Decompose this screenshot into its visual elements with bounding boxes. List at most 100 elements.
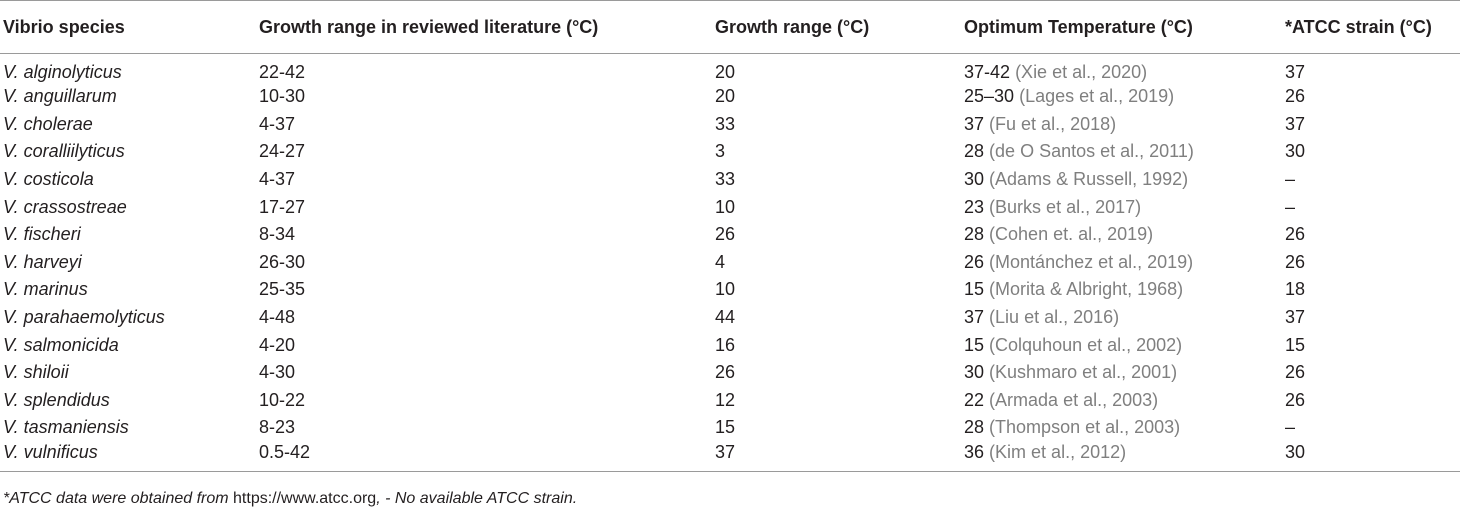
literature-range-cell: 4-30 xyxy=(259,362,296,383)
optimum-reference[interactable]: (Morita & Albright, 1968) xyxy=(989,279,1184,300)
literature-range-cell: 4-48 xyxy=(259,307,296,328)
optimum-temperature-cell: 30 (Kushmaro et al., 2001) xyxy=(961,359,1282,387)
header-literature-range: Growth range in reviewed literature (°C) xyxy=(256,0,712,54)
species-cell: V. harveyi xyxy=(3,251,82,272)
optimum-value: 28 xyxy=(964,224,985,245)
optimum-reference[interactable]: (Montánchez et al., 2019) xyxy=(989,251,1194,272)
atcc-strain-cell: 30 xyxy=(1285,141,1306,162)
optimum-value: 23 xyxy=(964,196,985,217)
optimum-reference[interactable]: (Armada et al., 2003) xyxy=(989,389,1159,410)
table-footnote: *ATCC data were obtained from https://ww… xyxy=(3,490,577,508)
table-row: V. marinus 25-35 10 15 (Morita & Albright, … xyxy=(0,276,1460,304)
atcc-strain-cell: 30 xyxy=(1282,441,1460,472)
growth-range-cell: 37 xyxy=(712,441,961,472)
optimum-value: 28 xyxy=(964,141,985,162)
species-cell: V. vulnificus xyxy=(0,441,256,472)
literature-range-cell: 4-20 xyxy=(259,334,296,355)
optimum-value: 30 xyxy=(964,362,985,383)
optimum-temperature-cell: 37-42 (Xie et al., 2020) xyxy=(961,54,1282,84)
optimum-value: 15 xyxy=(964,334,985,355)
table-row: V. tasmaniensis 8-23 15 28 (Thompson et al.… xyxy=(0,414,1460,442)
growth-range-cell: 26 xyxy=(715,224,736,245)
optimum-reference[interactable]: (Lages et al., 2019) xyxy=(1019,86,1175,107)
optimum-value: 37 xyxy=(964,307,985,328)
growth-range-cell: 26 xyxy=(715,362,736,383)
optimum-reference[interactable]: (Cohen et. al., 2019) xyxy=(989,224,1154,245)
species-cell: V. marinus xyxy=(3,279,88,300)
optimum-reference[interactable]: (Colquhoun et al., 2002) xyxy=(989,334,1183,355)
growth-range-cell: 4 xyxy=(715,251,726,272)
growth-range-cell: 44 xyxy=(715,307,736,328)
optimum-temperature-cell: 15 (Colquhoun et al., 2002) xyxy=(961,331,1282,359)
optimum-reference[interactable]: (Burks et al., 2017) xyxy=(989,196,1142,217)
optimum-temperature-cell: 28 (Cohen et. al., 2019) xyxy=(961,221,1282,249)
growth-range-cell: 16 xyxy=(715,334,736,355)
literature-range-cell: 24-27 xyxy=(259,141,306,162)
optimum-reference[interactable]: (Kushmaro et al., 2001) xyxy=(989,362,1178,383)
optimum-value: 30 xyxy=(964,169,985,190)
growth-range-cell: 33 xyxy=(715,113,736,134)
literature-range-cell: 8-34 xyxy=(259,224,296,245)
literature-range-cell: 10-30 xyxy=(259,86,306,107)
atcc-strain-cell: 26 xyxy=(1285,389,1306,410)
atcc-strain-cell: 37 xyxy=(1285,62,1306,82)
optimum-temperature-cell: 28 (Thompson et al., 2003) xyxy=(961,414,1282,442)
optimum-reference[interactable]: (Fu et al., 2018) xyxy=(989,113,1117,134)
optimum-value: 26 xyxy=(964,251,985,272)
optimum-reference[interactable]: (Thompson et al., 2003) xyxy=(989,417,1181,438)
growth-range-cell: 10 xyxy=(715,279,736,300)
species-cell: V. fischeri xyxy=(3,224,81,245)
optimum-reference[interactable]: (de O Santos et al., 2011) xyxy=(989,141,1194,162)
species-cell: V. salmonicida xyxy=(3,334,119,355)
footnote-link[interactable]: https://www.atcc.org xyxy=(233,490,377,507)
optimum-value: 36 xyxy=(964,441,985,462)
growth-range-cell: 12 xyxy=(715,389,736,410)
header-row: Vibrio species Growth range in reviewed … xyxy=(0,0,1460,54)
literature-range-cell: 4-37 xyxy=(259,169,296,190)
optimum-reference[interactable]: (Liu et al., 2016) xyxy=(989,307,1120,328)
atcc-strain-cell: 37 xyxy=(1285,113,1306,134)
atcc-strain-cell: 18 xyxy=(1285,279,1306,300)
growth-range-cell: 33 xyxy=(715,169,736,190)
table-row: V. anguillarum 10-30 20 25–30 (Lages et al.… xyxy=(0,83,1460,111)
optimum-temperature-cell: 37 (Liu et al., 2016) xyxy=(961,304,1282,332)
header-optimum-temperature: Optimum Temperature (°C) xyxy=(961,0,1282,54)
literature-range-cell: 17-27 xyxy=(259,196,306,217)
species-cell: V. crassostreae xyxy=(3,196,127,217)
optimum-temperature-cell: 15 (Morita & Albright, 1968) xyxy=(961,276,1282,304)
optimum-value: 22 xyxy=(964,389,985,410)
atcc-strain-cell: 26 xyxy=(1285,251,1306,272)
optimum-reference[interactable]: (Kim et al., 2012) xyxy=(989,441,1127,462)
species-cell: V. parahaemolyticus xyxy=(3,307,165,328)
optimum-value: 37-42 xyxy=(964,62,1011,82)
table-row: V. coralliilyticus 24-27 3 28 (de O Santos … xyxy=(0,138,1460,166)
species-cell: V. tasmaniensis xyxy=(3,417,129,438)
optimum-reference[interactable]: (Adams & Russell, 1992) xyxy=(989,169,1189,190)
atcc-strain-cell: 15 xyxy=(1285,334,1306,355)
optimum-temperature-cell: 28 (de O Santos et al., 2011) xyxy=(961,138,1282,166)
growth-range-cell: 20 xyxy=(715,62,736,82)
optimum-value: 25–30 xyxy=(964,86,1015,107)
optimum-temperature-cell: 36 (Kim et al., 2012) xyxy=(961,441,1282,472)
growth-range-cell: 10 xyxy=(715,196,736,217)
optimum-reference[interactable]: (Xie et al., 2020) xyxy=(1015,62,1148,82)
species-cell: V. coralliilyticus xyxy=(3,141,125,162)
literature-range-cell: 26-30 xyxy=(259,251,306,272)
species-cell: V. cholerae xyxy=(3,113,93,134)
atcc-strain-cell: 26 xyxy=(1285,362,1306,383)
table-row: V. shiloii 4-30 26 30 (Kushmaro et al., 200… xyxy=(0,359,1460,387)
literature-range-cell: 25-35 xyxy=(259,279,306,300)
species-cell: V. splendidus xyxy=(3,389,110,410)
species-cell: V. shiloii xyxy=(3,362,69,383)
atcc-strain-cell: – xyxy=(1285,169,1296,190)
table-row: V. parahaemolyticus 4-48 44 37 (Liu et al.,… xyxy=(0,304,1460,332)
table-body: V. alginolyticus 22-42 20 37-42 (Xie et al.… xyxy=(0,54,1460,472)
atcc-strain-cell: – xyxy=(1285,417,1296,438)
atcc-strain-cell: 26 xyxy=(1285,86,1306,107)
optimum-temperature-cell: 22 (Armada et al., 2003) xyxy=(961,387,1282,415)
literature-range-cell: 22-42 xyxy=(259,62,306,82)
growth-range-cell: 3 xyxy=(715,141,726,162)
optimum-temperature-cell: 25–30 (Lages et al., 2019) xyxy=(961,83,1282,111)
literature-range-cell: 4-37 xyxy=(259,113,296,134)
table-row: V. costicola 4-37 33 30 (Adams & Russell, 1… xyxy=(0,166,1460,194)
